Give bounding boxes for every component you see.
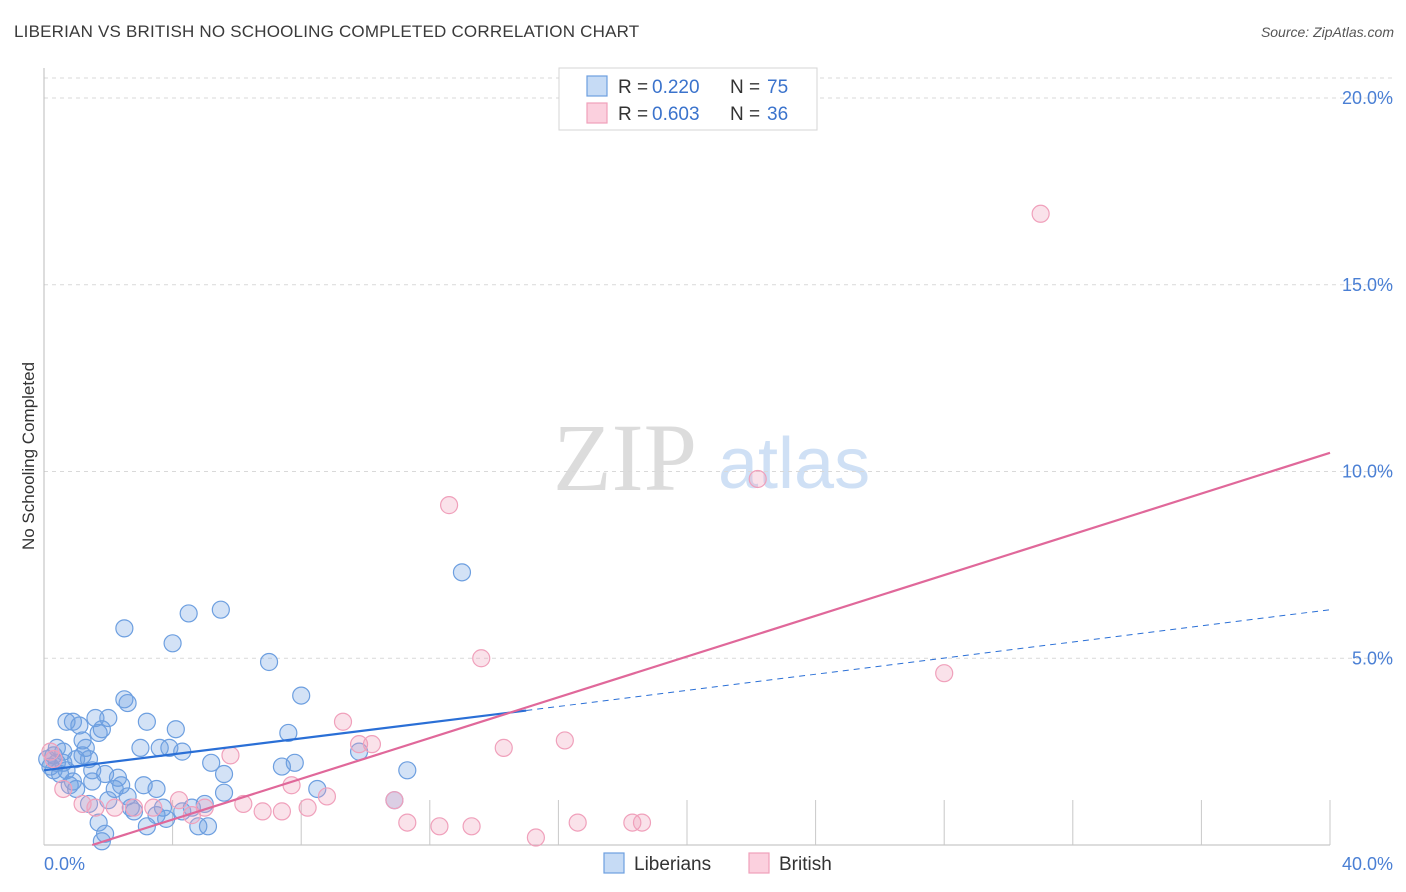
chart-title: LIBERIAN VS BRITISH NO SCHOOLING COMPLET… <box>14 22 640 41</box>
liberians-point-21 <box>92 720 111 739</box>
british-point-20 <box>385 791 404 810</box>
british-trend-line <box>91 451 1331 847</box>
trend-lines <box>43 451 1331 847</box>
legend-swatch-liberians <box>586 75 608 97</box>
british-point-12 <box>253 802 272 821</box>
y-tick-label-1: 10.0% <box>1342 462 1393 482</box>
liberians-point-58 <box>285 753 304 772</box>
x-tick-label-1: 40.0% <box>1342 854 1393 874</box>
axes <box>43 68 1331 846</box>
british-points <box>41 204 1050 847</box>
liberians-point-38 <box>115 619 134 638</box>
british-point-5 <box>124 798 144 817</box>
legend-n-value-1: 75 <box>767 77 788 98</box>
british-point-19 <box>362 735 382 754</box>
liberians-point-29 <box>112 776 131 795</box>
liberians-point-60 <box>308 779 327 799</box>
british-point-18 <box>349 735 369 754</box>
british-point-22 <box>430 817 449 836</box>
liberians-point-12 <box>70 716 89 735</box>
british-point-15 <box>298 798 317 817</box>
watermark-zip: ZIP <box>553 404 697 511</box>
british-point-6 <box>144 798 163 817</box>
y-tick-label-3: 20.0% <box>1342 88 1393 108</box>
british-point-33 <box>935 664 954 683</box>
legend-swatch-british <box>586 102 608 124</box>
liberians-point-47 <box>179 604 198 623</box>
liberians-trend-line <box>43 709 527 772</box>
legend-n-label-1: N = <box>730 77 760 98</box>
british-point-10 <box>221 746 240 765</box>
grid-lines <box>44 77 1394 659</box>
legend-r-value-2: 0.603 <box>652 104 700 125</box>
liberians-point-74 <box>118 787 137 806</box>
british-point-4 <box>105 798 124 817</box>
british-point-7 <box>169 791 189 810</box>
legend: R = 0.220 N = 75 R = 0.603 N = 36 <box>558 67 818 131</box>
liberians-point-19 <box>86 708 105 728</box>
liberians-point-59 <box>292 686 311 705</box>
tick-labels: 5.0% 10.0% 15.0% 20.0% 0.0% 40.0% <box>44 88 1393 874</box>
liberians-point-49 <box>189 817 208 836</box>
legend-n-label-2: N = <box>730 104 760 125</box>
legend-r-label-1: R = <box>618 77 648 98</box>
british-point-1 <box>54 779 73 799</box>
y-tick-label-2: 15.0% <box>1342 275 1393 295</box>
british-point-21 <box>398 813 417 832</box>
bottom-legend-liberians: Liberians <box>634 854 711 875</box>
british-point-27 <box>526 828 545 847</box>
liberians-point-54 <box>214 783 234 802</box>
british-point-11 <box>234 794 253 814</box>
liberians-point-64 <box>452 563 472 582</box>
liberians-point-23 <box>89 813 108 832</box>
liberians-point-57 <box>279 723 298 743</box>
british-point-17 <box>333 712 353 731</box>
liberians-point-37 <box>137 712 156 731</box>
british-point-25 <box>472 649 491 668</box>
liberians-point-52 <box>211 600 230 619</box>
british-point-26 <box>494 738 513 757</box>
british-point-32 <box>748 469 767 489</box>
y-axis-label: No Schooling Completed <box>19 362 38 550</box>
british-point-16 <box>317 787 337 806</box>
liberians-point-63 <box>398 761 417 780</box>
liberians-point-50 <box>198 817 218 836</box>
bottom-legend-swatch-british <box>748 852 770 874</box>
british-point-3 <box>86 798 105 817</box>
bottom-legend-swatch-liberians <box>603 852 625 874</box>
liberians-point-51 <box>202 753 221 772</box>
bottom-legend-british: British <box>779 854 832 875</box>
source-label: Source: ZipAtlas.com <box>1260 24 1394 40</box>
legend-n-value-2: 36 <box>767 104 788 125</box>
british-point-29 <box>568 813 587 832</box>
liberians-point-73 <box>73 731 92 750</box>
liberians-point-34 <box>131 738 150 757</box>
y-tick-label-0: 5.0% <box>1352 648 1393 668</box>
british-point-31 <box>632 813 652 832</box>
british-point-30 <box>623 813 642 832</box>
liberians-point-26 <box>99 708 118 728</box>
british-point-28 <box>555 731 574 750</box>
x-tick-label-0: 0.0% <box>44 854 85 874</box>
bottom-legend: Liberians British <box>603 852 832 875</box>
british-point-35 <box>41 742 60 761</box>
british-point-13 <box>272 802 292 821</box>
liberians-point-31 <box>118 693 137 713</box>
liberians-point-67 <box>67 779 86 799</box>
liberians-point-39 <box>147 779 166 799</box>
liberians-point-44 <box>163 634 182 653</box>
british-point-24 <box>462 817 481 836</box>
liberians-point-45 <box>166 720 185 739</box>
legend-r-value-1: 0.220 <box>652 77 700 98</box>
british-point-34 <box>1031 204 1050 223</box>
british-point-23 <box>439 496 459 515</box>
liberians-point-41 <box>153 798 173 817</box>
liberians-point-55 <box>259 652 279 672</box>
watermark-atlas: atlas <box>718 424 870 504</box>
legend-r-label-2: R = <box>618 104 648 125</box>
liberians-trend-extension <box>526 609 1331 712</box>
liberians-point-53 <box>214 764 234 784</box>
